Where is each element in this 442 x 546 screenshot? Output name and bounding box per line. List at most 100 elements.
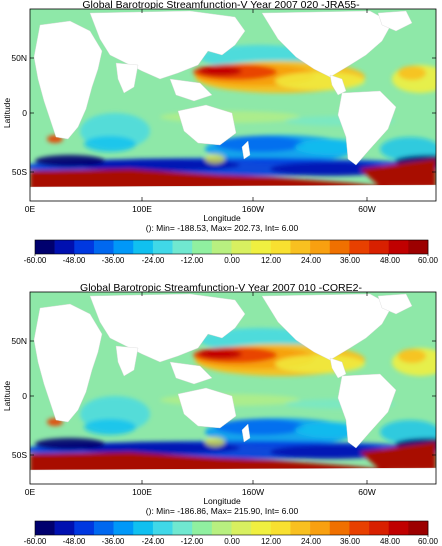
colorbar-segment <box>310 521 331 535</box>
y-axis-label: Latitude <box>2 381 12 412</box>
land-mass <box>377 293 413 315</box>
colorbar-segment <box>152 521 173 535</box>
colorbar-segment <box>192 521 213 535</box>
x-tick-label: 60W <box>358 487 375 497</box>
colorbar-labels: -60.00 -48.00 -36.00 -24.00 -12.00 0.00 … <box>24 256 439 265</box>
colorbar-segment <box>113 240 134 254</box>
land-mass <box>377 10 413 32</box>
colorbar-segment <box>133 521 154 535</box>
colorbar-segment <box>172 521 193 535</box>
colorbar-tick-label: -12.00 <box>181 537 204 546</box>
colorbar-segment <box>54 240 75 254</box>
colorbar-segment <box>152 240 173 254</box>
field-contour <box>398 66 426 80</box>
map-frame <box>29 8 437 202</box>
colorbar-tick-label: -24.00 <box>142 256 165 265</box>
field-contour <box>35 438 105 450</box>
field-contour <box>215 136 305 152</box>
map-area <box>30 292 436 484</box>
colorbar-tick-label: 12.00 <box>261 256 282 265</box>
map-area <box>30 9 436 201</box>
field-contour <box>215 419 305 435</box>
land-mass <box>169 361 213 385</box>
acc-band <box>360 442 436 470</box>
field-contour <box>80 159 240 171</box>
land-mass <box>337 373 397 449</box>
land-mass <box>33 303 103 423</box>
field-contour <box>198 349 242 359</box>
land-mass <box>177 104 237 146</box>
x-tick-label: 60W <box>358 204 375 214</box>
y-tick-label: 50S <box>12 450 27 460</box>
colorbar-tick-label: -60.00 <box>24 537 47 546</box>
colorbar-segment <box>408 521 429 535</box>
colorbar-segment <box>231 521 252 535</box>
stats-line: (): Min= -186.86, Max= 215.90, Int= 6.00 <box>146 506 299 516</box>
land-mass <box>33 20 103 140</box>
colorbar-segment <box>388 521 409 535</box>
x-axis-label: Longitude <box>203 496 241 506</box>
land-mass <box>89 10 246 80</box>
colorbar-tick-label: 0.00 <box>224 537 240 546</box>
streamfunction-field <box>30 9 436 201</box>
panel-title: Global Barotropic Streamfunction-V Year … <box>82 0 360 11</box>
map-field-2 <box>30 292 436 484</box>
colorbar-segment <box>329 240 350 254</box>
x-tick-label: 100E <box>132 204 152 214</box>
map-field-1 <box>30 9 436 201</box>
panel-core2: Global Barotropic Streamfunction-V Year … <box>2 282 439 546</box>
field-contour <box>84 419 136 435</box>
colorbar-tick-label: 12.00 <box>261 537 282 546</box>
colorbar-tick-label: 24.00 <box>301 537 322 546</box>
colorbar-tick-label: -36.00 <box>102 256 125 265</box>
field-contour <box>80 442 240 454</box>
colorbar-segment <box>388 240 409 254</box>
map-frame <box>29 291 437 485</box>
colorbar-segment <box>211 521 232 535</box>
colorbar-tick-label: 36.00 <box>340 537 361 546</box>
colorbar-segment <box>35 521 55 535</box>
field-layer <box>30 45 436 201</box>
land-mask <box>30 293 436 484</box>
field-contour <box>398 349 426 363</box>
tick-marks <box>30 9 436 201</box>
colorbar-labels: -60.00 -48.00 -36.00 -24.00 -12.00 0.00 … <box>24 537 439 546</box>
colorbar-segment <box>231 240 252 254</box>
colorbar-tick-label: -12.00 <box>181 256 204 265</box>
colorbar-segment <box>74 521 95 535</box>
colorbar-tick-label: 60.00 <box>418 537 439 546</box>
colorbar-segment <box>211 240 232 254</box>
land-mass <box>241 140 251 160</box>
colorbar-segment <box>113 521 134 535</box>
colorbar-segment <box>408 240 429 254</box>
field-contour <box>270 445 390 459</box>
colorbar-segment <box>349 521 370 535</box>
colorbar-segment <box>270 521 291 535</box>
land-mass <box>30 184 436 201</box>
x-tick-label: 0E <box>25 204 36 214</box>
colorbar-segment <box>251 521 272 535</box>
colorbar-segment <box>329 521 350 535</box>
colorbar-tick-label: -24.00 <box>142 537 165 546</box>
land-mass <box>89 293 246 363</box>
land-mass <box>30 467 436 484</box>
land-mass <box>177 387 237 429</box>
field-contour <box>380 137 436 161</box>
colorbar-segment <box>349 240 370 254</box>
colorbar-tick-label: -60.00 <box>24 256 47 265</box>
stats-line: (): Min= -188.53, Max= 202.73, Int= 6.00 <box>146 223 299 233</box>
colorbar-tick-label: 48.00 <box>380 256 401 265</box>
x-tick-label: 100E <box>132 487 152 497</box>
colorbar-tick-label: -48.00 <box>63 537 86 546</box>
field-contour <box>275 355 365 373</box>
land-mask <box>30 10 436 201</box>
colorbar-segment <box>290 240 311 254</box>
colorbar-tick-label: 36.00 <box>340 256 361 265</box>
colorbar-tick-label: 60.00 <box>418 256 439 265</box>
colorbar-segment <box>270 240 291 254</box>
field-contour <box>84 136 136 152</box>
field-contour <box>198 66 242 76</box>
colorbar-tick-label: -48.00 <box>63 256 86 265</box>
y-tick-label: 50S <box>12 167 27 177</box>
